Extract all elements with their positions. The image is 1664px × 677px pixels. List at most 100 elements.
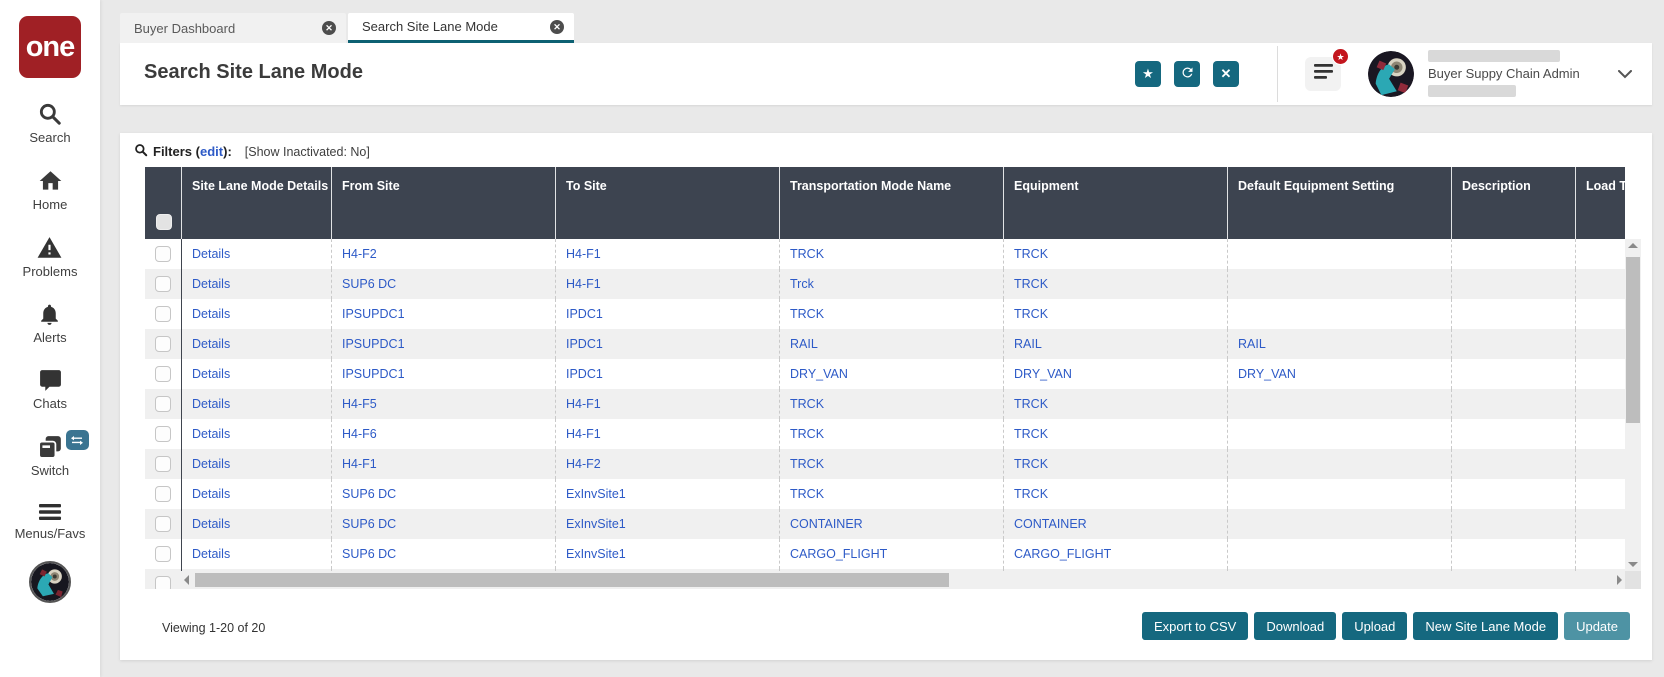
sidebar-item-alerts[interactable]: Alerts bbox=[33, 302, 66, 345]
details-link[interactable]: Details bbox=[192, 247, 230, 261]
row-checkbox[interactable] bbox=[155, 426, 171, 442]
sidebar-item-search[interactable]: Search bbox=[29, 101, 70, 145]
mode-link[interactable]: TRCK bbox=[790, 427, 824, 441]
details-link[interactable]: Details bbox=[192, 367, 230, 381]
equipment-link[interactable]: TRCK bbox=[1014, 427, 1048, 441]
mode-link[interactable]: Trck bbox=[790, 277, 814, 291]
scroll-left-icon[interactable] bbox=[184, 575, 189, 585]
upload-button[interactable]: Upload bbox=[1342, 612, 1407, 640]
sidebar-item-switch[interactable]: Switch bbox=[31, 434, 69, 478]
default-equipment-link[interactable]: RAIL bbox=[1238, 337, 1266, 351]
mode-link[interactable]: TRCK bbox=[790, 457, 824, 471]
row-checkbox[interactable] bbox=[155, 546, 171, 562]
to-link[interactable]: ExInvSite1 bbox=[566, 547, 626, 561]
from-link[interactable]: H4-F1 bbox=[342, 457, 377, 471]
to-link[interactable]: ExInvSite1 bbox=[566, 517, 626, 531]
user-menu-button[interactable] bbox=[1612, 63, 1638, 87]
mode-link[interactable]: TRCK bbox=[790, 397, 824, 411]
from-link[interactable]: SUP6 DC bbox=[342, 517, 396, 531]
row-checkbox[interactable] bbox=[155, 396, 171, 412]
scroll-down-icon[interactable] bbox=[1628, 562, 1638, 567]
scroll-right-icon[interactable] bbox=[1617, 575, 1622, 585]
details-link[interactable]: Details bbox=[192, 337, 230, 351]
mode-link[interactable]: TRCK bbox=[790, 247, 824, 261]
equipment-link[interactable]: RAIL bbox=[1014, 337, 1042, 351]
row-checkbox[interactable] bbox=[155, 246, 171, 262]
user-info[interactable]: Buyer Suppy Chain Admin bbox=[1428, 50, 1580, 97]
update-button[interactable]: Update bbox=[1564, 612, 1630, 640]
details-link[interactable]: Details bbox=[192, 517, 230, 531]
mode-link[interactable]: RAIL bbox=[790, 337, 818, 351]
refresh-button[interactable] bbox=[1174, 61, 1200, 87]
equipment-link[interactable]: TRCK bbox=[1014, 277, 1048, 291]
to-link[interactable]: H4-F1 bbox=[566, 247, 601, 261]
mode-link[interactable]: CONTAINER bbox=[790, 517, 863, 531]
row-checkbox[interactable] bbox=[155, 336, 171, 352]
sidebar-item-problems[interactable]: Problems bbox=[23, 235, 78, 279]
from-link[interactable]: SUP6 DC bbox=[342, 277, 396, 291]
mode-link[interactable]: CARGO_FLIGHT bbox=[790, 547, 887, 561]
from-link[interactable]: IPSUPDC1 bbox=[342, 367, 405, 381]
filters-edit-link[interactable]: edit bbox=[200, 144, 223, 159]
to-link[interactable]: IPDC1 bbox=[566, 307, 603, 321]
tab-close-icon[interactable]: ✕ bbox=[322, 21, 336, 35]
user-avatar[interactable] bbox=[1368, 51, 1414, 97]
column-header[interactable]: Load Ty bbox=[1575, 167, 1625, 239]
horizontal-scroll-thumb[interactable] bbox=[195, 573, 949, 587]
to-link[interactable]: H4-F1 bbox=[566, 397, 601, 411]
equipment-link[interactable]: DRY_VAN bbox=[1014, 367, 1072, 381]
from-link[interactable]: H4-F2 bbox=[342, 247, 377, 261]
to-link[interactable]: ExInvSite1 bbox=[566, 487, 626, 501]
equipment-link[interactable]: TRCK bbox=[1014, 397, 1048, 411]
equipment-link[interactable]: CONTAINER bbox=[1014, 517, 1087, 531]
sidebar-item-menus-favs[interactable]: Menus/Favs bbox=[15, 501, 86, 541]
row-checkbox[interactable] bbox=[155, 486, 171, 502]
details-link[interactable]: Details bbox=[192, 277, 230, 291]
equipment-link[interactable]: CARGO_FLIGHT bbox=[1014, 547, 1111, 561]
row-checkbox[interactable] bbox=[155, 576, 171, 589]
sidebar-item-home[interactable]: Home bbox=[33, 168, 68, 212]
download-button[interactable]: Download bbox=[1254, 612, 1336, 640]
column-header[interactable]: Default Equipment Setting bbox=[1227, 167, 1451, 239]
column-header[interactable]: Transportation Mode Name bbox=[779, 167, 1003, 239]
sidebar-item-chats[interactable]: Chats bbox=[33, 368, 67, 411]
column-header[interactable]: Equipment bbox=[1003, 167, 1227, 239]
from-link[interactable]: IPSUPDC1 bbox=[342, 337, 405, 351]
mode-link[interactable]: DRY_VAN bbox=[790, 367, 848, 381]
close-page-button[interactable]: ✕ bbox=[1213, 61, 1239, 87]
details-link[interactable]: Details bbox=[192, 307, 230, 321]
from-link[interactable]: SUP6 DC bbox=[342, 487, 396, 501]
tab-close-icon[interactable]: ✕ bbox=[550, 20, 564, 34]
details-link[interactable]: Details bbox=[192, 487, 230, 501]
tab-buyer-dashboard[interactable]: Buyer Dashboard ✕ bbox=[120, 13, 346, 43]
details-link[interactable]: Details bbox=[192, 427, 230, 441]
equipment-link[interactable]: TRCK bbox=[1014, 457, 1048, 471]
details-link[interactable]: Details bbox=[192, 397, 230, 411]
column-header[interactable]: To Site bbox=[555, 167, 779, 239]
mode-link[interactable]: TRCK bbox=[790, 487, 824, 501]
column-header[interactable]: From Site bbox=[331, 167, 555, 239]
to-link[interactable]: H4-F1 bbox=[566, 277, 601, 291]
row-checkbox[interactable] bbox=[155, 306, 171, 322]
column-header[interactable]: Description bbox=[1451, 167, 1575, 239]
export-to-csv-button[interactable]: Export to CSV bbox=[1142, 612, 1248, 640]
equipment-link[interactable]: TRCK bbox=[1014, 247, 1048, 261]
to-link[interactable]: IPDC1 bbox=[566, 367, 603, 381]
from-link[interactable]: SUP6 DC bbox=[342, 547, 396, 561]
tab-search-site-lane-mode[interactable]: Search Site Lane Mode ✕ bbox=[348, 13, 574, 43]
favorite-button[interactable]: ★ bbox=[1135, 61, 1161, 87]
to-link[interactable]: H4-F2 bbox=[566, 457, 601, 471]
row-checkbox[interactable] bbox=[155, 366, 171, 382]
neo-assistant-avatar[interactable] bbox=[29, 561, 71, 603]
from-link[interactable]: H4-F6 bbox=[342, 427, 377, 441]
from-link[interactable]: H4-F5 bbox=[342, 397, 377, 411]
column-header[interactable]: Site Lane Mode Details bbox=[181, 167, 331, 239]
vertical-scrollbar[interactable] bbox=[1625, 239, 1641, 571]
mode-link[interactable]: TRCK bbox=[790, 307, 824, 321]
row-checkbox[interactable] bbox=[155, 276, 171, 292]
new-site-lane-mode-button[interactable]: New Site Lane Mode bbox=[1413, 612, 1558, 640]
equipment-link[interactable]: TRCK bbox=[1014, 487, 1048, 501]
switch-badge-icon[interactable] bbox=[66, 430, 89, 450]
from-link[interactable]: IPSUPDC1 bbox=[342, 307, 405, 321]
details-link[interactable]: Details bbox=[192, 457, 230, 471]
